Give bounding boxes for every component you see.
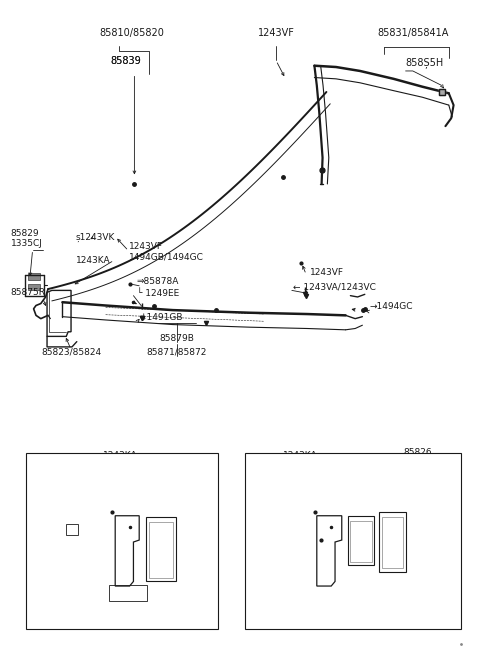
- Text: 91817: 91817: [411, 459, 440, 468]
- Bar: [382, 517, 403, 568]
- Text: 85823/85824: 85823/85824: [41, 347, 101, 356]
- Text: 971001: 971001: [31, 459, 66, 468]
- Bar: [26, 453, 218, 629]
- Bar: [109, 585, 147, 601]
- Text: 1335CJ: 1335CJ: [11, 239, 42, 248]
- Text: 91817: 91817: [110, 591, 139, 600]
- Text: 85829: 85829: [11, 229, 39, 238]
- Text: 858Ș5H: 858Ș5H: [406, 57, 444, 68]
- Text: └ 1249EE: └ 1249EE: [137, 289, 179, 298]
- Text: 1494CC→: 1494CC→: [250, 464, 292, 473]
- Text: 1243KA: 1243KA: [76, 256, 110, 265]
- Text: 1243VF: 1243VF: [129, 242, 163, 251]
- Text: 1494GB/1494GC: 1494GB/1494GC: [129, 252, 204, 261]
- Bar: [348, 516, 374, 565]
- Text: 85826: 85826: [403, 447, 432, 457]
- Bar: [149, 522, 173, 578]
- Text: 85831/85841A: 85831/85841A: [377, 28, 448, 38]
- Bar: [66, 524, 78, 535]
- Text: ⇒85878A: ⇒85878A: [137, 277, 179, 286]
- Text: 1243KA→: 1243KA→: [103, 451, 145, 460]
- Bar: [245, 453, 461, 629]
- Text: 1494GC→: 1494GC→: [33, 464, 76, 473]
- Text: -921001: -921001: [250, 459, 287, 468]
- Bar: [350, 521, 372, 562]
- Text: ↓1491GB: ↓1491GB: [139, 313, 183, 322]
- Text: 85839: 85839: [110, 56, 141, 66]
- Text: 1243KA→: 1243KA→: [251, 516, 293, 526]
- Bar: [146, 517, 176, 581]
- Text: 1243VF: 1243VF: [310, 268, 344, 277]
- Text: 85875R: 85875R: [11, 288, 46, 297]
- Bar: [379, 512, 406, 572]
- Text: ș1243VK: ș1243VK: [76, 233, 115, 242]
- Bar: [28, 273, 40, 280]
- Text: →1494GC: →1494GC: [370, 302, 413, 311]
- Text: 91817: 91817: [95, 537, 124, 547]
- Text: 85823/85824: 85823/85824: [60, 616, 120, 625]
- Text: 85839: 85839: [110, 56, 141, 66]
- Text: 85871/85872: 85871/85872: [146, 347, 207, 356]
- Text: 85827: 85827: [39, 503, 68, 512]
- Text: 85823/85824: 85823/85824: [311, 616, 371, 625]
- Text: 85810/85820: 85810/85820: [99, 28, 165, 38]
- Text: 1243KA→: 1243KA→: [283, 451, 325, 460]
- Text: 85879B: 85879B: [159, 334, 194, 343]
- Text: 1243VF: 1243VF: [258, 28, 294, 38]
- Bar: [28, 284, 40, 290]
- Text: ← 1243VA/1243VC: ← 1243VA/1243VC: [293, 283, 376, 292]
